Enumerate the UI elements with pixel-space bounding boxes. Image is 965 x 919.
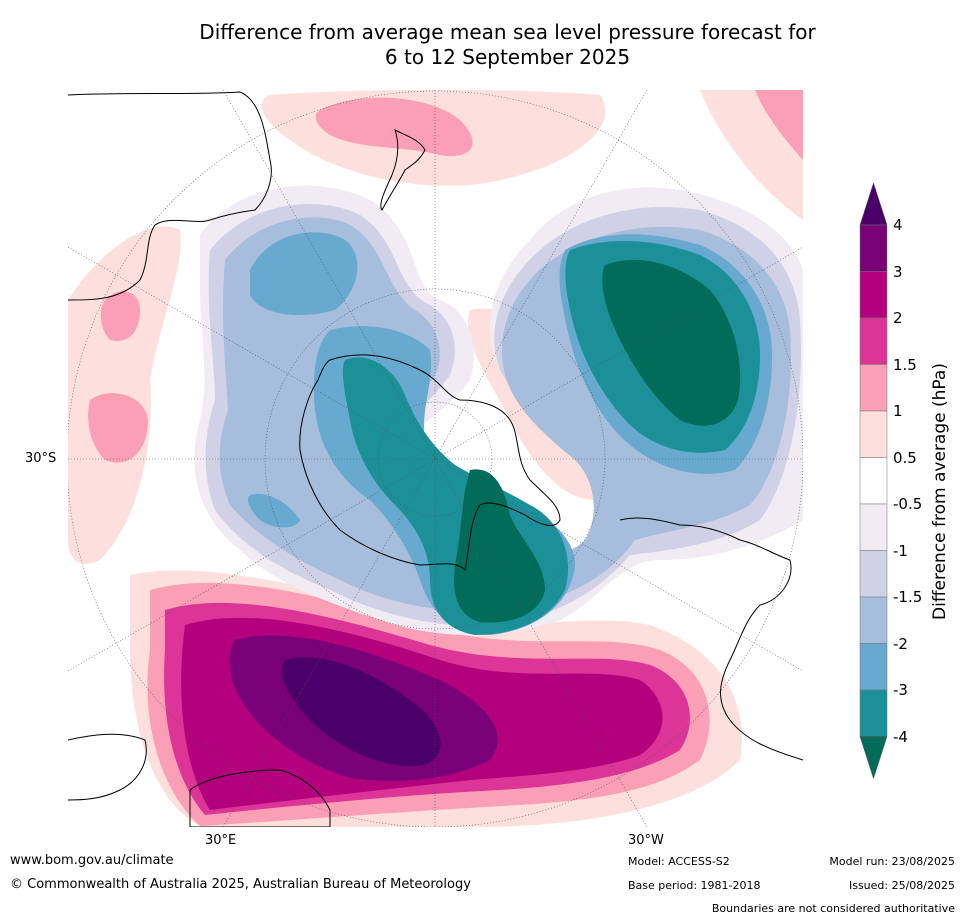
colorbar-bin — [859, 643, 888, 691]
madagascar-coast — [189, 769, 331, 827]
colorbar-tick-label: 4 — [893, 216, 903, 234]
colorbar-bin — [859, 457, 888, 505]
title-line-2: 6 to 12 September 2025 — [384, 45, 631, 69]
colorbar-bin — [859, 689, 888, 737]
map-title: Difference from average mean sea level p… — [120, 20, 895, 70]
colorbar-bin — [859, 271, 888, 319]
disclaimer-text: Boundaries are not considered authoritat… — [711, 902, 955, 915]
anomaly-above-4 — [281, 657, 441, 766]
colorbar-bin — [859, 550, 888, 598]
colorbar-tick-label: 0.5 — [893, 448, 917, 467]
colorbar-tick-label: -0.5 — [893, 495, 923, 513]
anomaly-below-minus-4 — [454, 259, 741, 623]
colorbar-tick-label: -1.5 — [893, 588, 923, 606]
colorbar-title: Difference from average (hPa) — [930, 363, 950, 620]
colorbar-bin — [859, 410, 888, 458]
australia-coast — [68, 91, 272, 301]
longitude-label-30w: 30°W — [628, 833, 664, 848]
colorbar-tick-label: -1 — [893, 541, 908, 560]
colorbar-tick-label: 1.5 — [893, 355, 917, 374]
new-zealand-coast — [380, 129, 426, 211]
colorbar-bin — [859, 317, 888, 365]
colorbar-bin — [859, 224, 888, 272]
website-link[interactable]: www.bom.gov.au/climate — [10, 853, 174, 868]
colorbar-tick-label: -4 — [893, 727, 908, 746]
colorbar-tick-label: 3 — [893, 262, 903, 281]
base-period-text: Base period: 1981-2018 — [628, 879, 761, 892]
title-line-1: Difference from average mean sea level p… — [199, 20, 816, 44]
longitude-label-30e: 30°E — [205, 833, 237, 848]
colorbar — [859, 182, 888, 780]
latitude-label-30s: 30°S — [25, 451, 57, 466]
colorbar-bin-top — [859, 182, 888, 226]
colorbar-bin-bottom — [859, 736, 888, 780]
issued-text: Issued: 25/08/2025 — [848, 879, 955, 892]
colorbar-tick-label: 2 — [893, 309, 903, 327]
model-text: Model: ACCESS-S2 — [628, 855, 730, 868]
colorbar-bin — [859, 503, 888, 551]
model-run-text: Model run: 23/08/2025 — [829, 855, 955, 868]
colorbar-tick-label: 1 — [893, 402, 903, 420]
colorbar-bin — [859, 596, 888, 644]
graticule — [68, 90, 803, 827]
colorbar-tick-label: -3 — [893, 681, 908, 699]
antarctica-coast — [299, 354, 561, 572]
map-plot-area — [68, 90, 803, 827]
south-america-coast — [619, 517, 803, 761]
colorbar-tick-label: -2 — [893, 634, 908, 653]
coastlines — [68, 91, 803, 827]
colorbar-bin — [859, 364, 888, 412]
africa-coast — [68, 733, 147, 801]
copyright-text: © Commonwealth of Australia 2025, Austra… — [10, 877, 471, 892]
